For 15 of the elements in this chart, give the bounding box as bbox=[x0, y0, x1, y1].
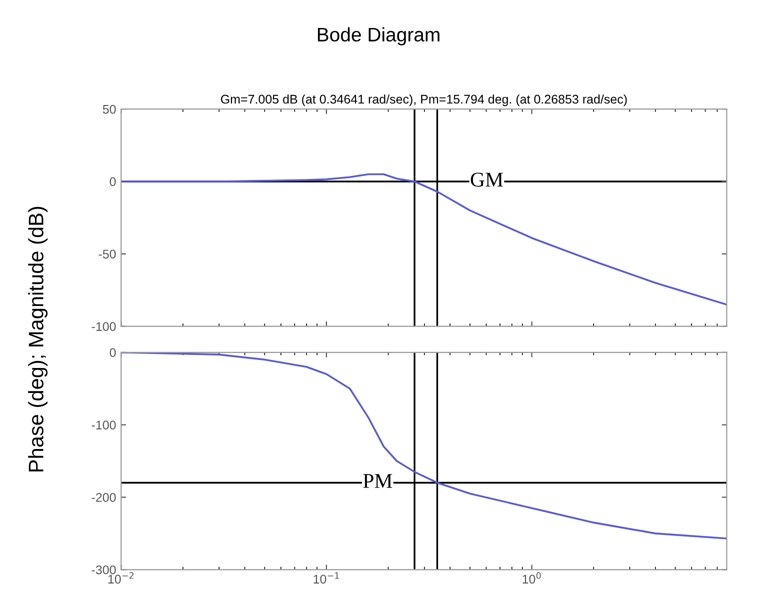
y-tick-label: -200 bbox=[92, 493, 116, 502]
y-tick-label: -300 bbox=[92, 565, 116, 574]
x-tick-label: 10$^{0}$ bbox=[522, 572, 541, 584]
y-tick-label: -100 bbox=[92, 420, 116, 430]
y-tick-label: 0 bbox=[110, 348, 116, 358]
y-tick-label: -100 bbox=[92, 322, 116, 331]
chart-subtitle: Gm=7.005 dB (at 0.34641 rad/sec), Pm=15.794 deg. (at 0.26853 rad/sec) bbox=[220, 94, 627, 106]
y-tick-label: -50 bbox=[98, 250, 116, 259]
y-axis-title: Phase (deg); Magnitude (dB) bbox=[28, 206, 48, 472]
annotation: GM bbox=[470, 172, 503, 187]
y-tick-label: 0 bbox=[110, 177, 116, 186]
annotation: PM bbox=[363, 474, 392, 488]
y-tick-label: 50 bbox=[102, 104, 116, 114]
x-tick-label: 10$^{−1}$ bbox=[314, 572, 339, 584]
chart-title: Bode Diagram bbox=[318, 27, 440, 46]
